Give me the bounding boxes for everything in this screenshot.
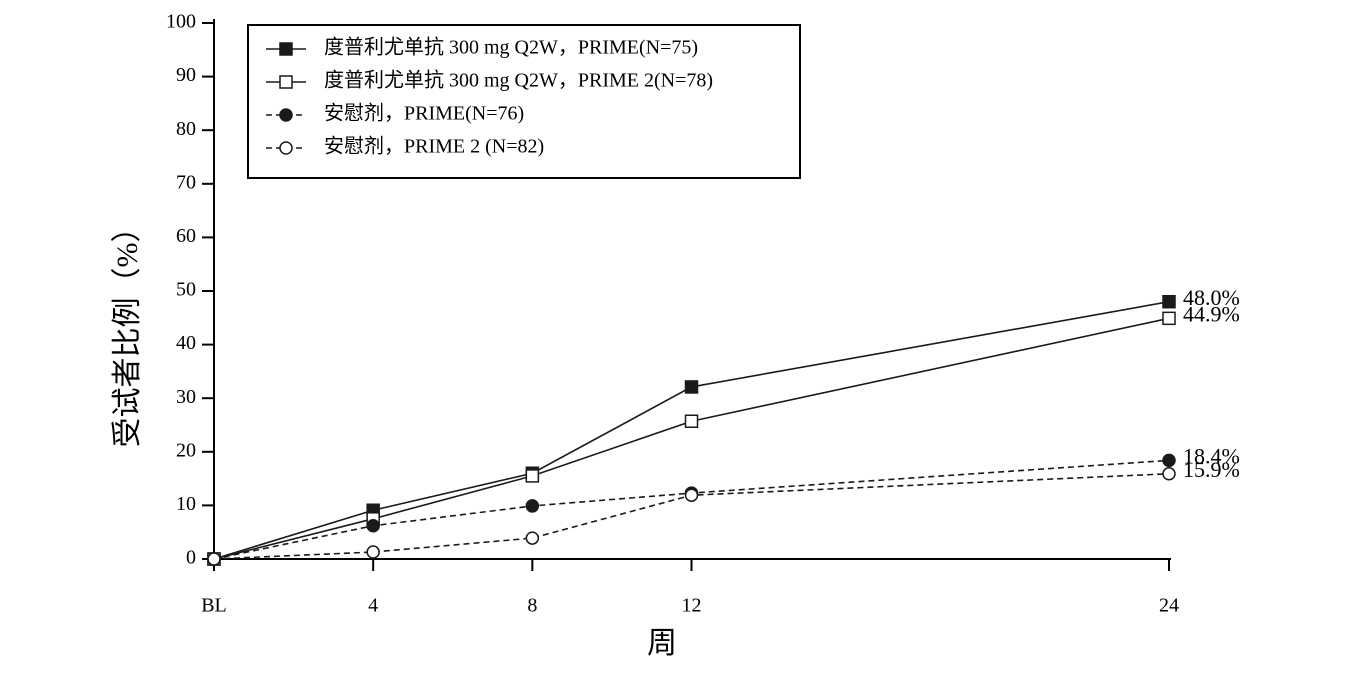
data-point	[366, 545, 380, 559]
value-label: 48.0%	[1183, 285, 1240, 310]
data-point	[366, 519, 380, 533]
data-point	[1162, 294, 1176, 309]
y-tick-label: 100	[166, 11, 196, 33]
y-tick-label: 10	[176, 493, 196, 515]
y-tick-label: 50	[176, 279, 196, 301]
y-tick-label: 40	[176, 332, 196, 354]
x-tick-label: BL	[201, 595, 227, 617]
value-label: 44.9%	[1183, 301, 1240, 326]
legend-marker	[279, 141, 293, 155]
y-tick-label: 0	[186, 547, 196, 569]
data-point	[1162, 467, 1176, 481]
series-line	[213, 472, 1170, 560]
data-point	[1162, 311, 1176, 326]
legend-box	[247, 24, 801, 179]
legend-label: 度普利尤单抗 300 mg Q2W，PRIME(N=75)	[324, 36, 698, 59]
x-tick-label: 4	[368, 595, 378, 617]
series-line	[213, 300, 1170, 560]
data-point	[525, 469, 540, 483]
data-point	[525, 531, 540, 545]
value-label: 18.4%	[1183, 443, 1240, 468]
y-tick-label: 80	[176, 118, 196, 140]
legend-label: 度普利尤单抗 300 mg Q2W，PRIME 2(N=78)	[324, 69, 713, 92]
value-label: 15.9%	[1183, 457, 1240, 482]
data-point	[684, 380, 699, 394]
y-tick-label: 90	[176, 64, 196, 86]
y-axis-label: 受试者比例（%）	[111, 213, 144, 448]
series-line	[213, 317, 1170, 560]
y-tick-label: 30	[176, 386, 196, 408]
legend-marker	[279, 75, 293, 89]
legend-marker	[279, 108, 293, 122]
x-axis-label: 周	[647, 627, 677, 660]
y-tick-label: 70	[176, 171, 196, 193]
legend-marker	[279, 42, 293, 56]
y-tick-label: 20	[176, 439, 196, 461]
legend-label: 安慰剂，PRIME(N=76)	[324, 102, 524, 125]
x-tick-label: 12	[682, 595, 702, 617]
series-line	[213, 459, 1170, 560]
data-point	[684, 488, 699, 502]
data-point	[1162, 453, 1176, 468]
x-tick-label: 8	[527, 595, 537, 617]
data-point	[525, 499, 540, 513]
legend-label: 安慰剂，PRIME 2 (N=82)	[324, 135, 544, 158]
data-point	[684, 414, 699, 428]
data-point	[207, 552, 221, 566]
y-tick-label: 60	[176, 225, 196, 247]
x-tick-label: 24	[1159, 595, 1179, 617]
